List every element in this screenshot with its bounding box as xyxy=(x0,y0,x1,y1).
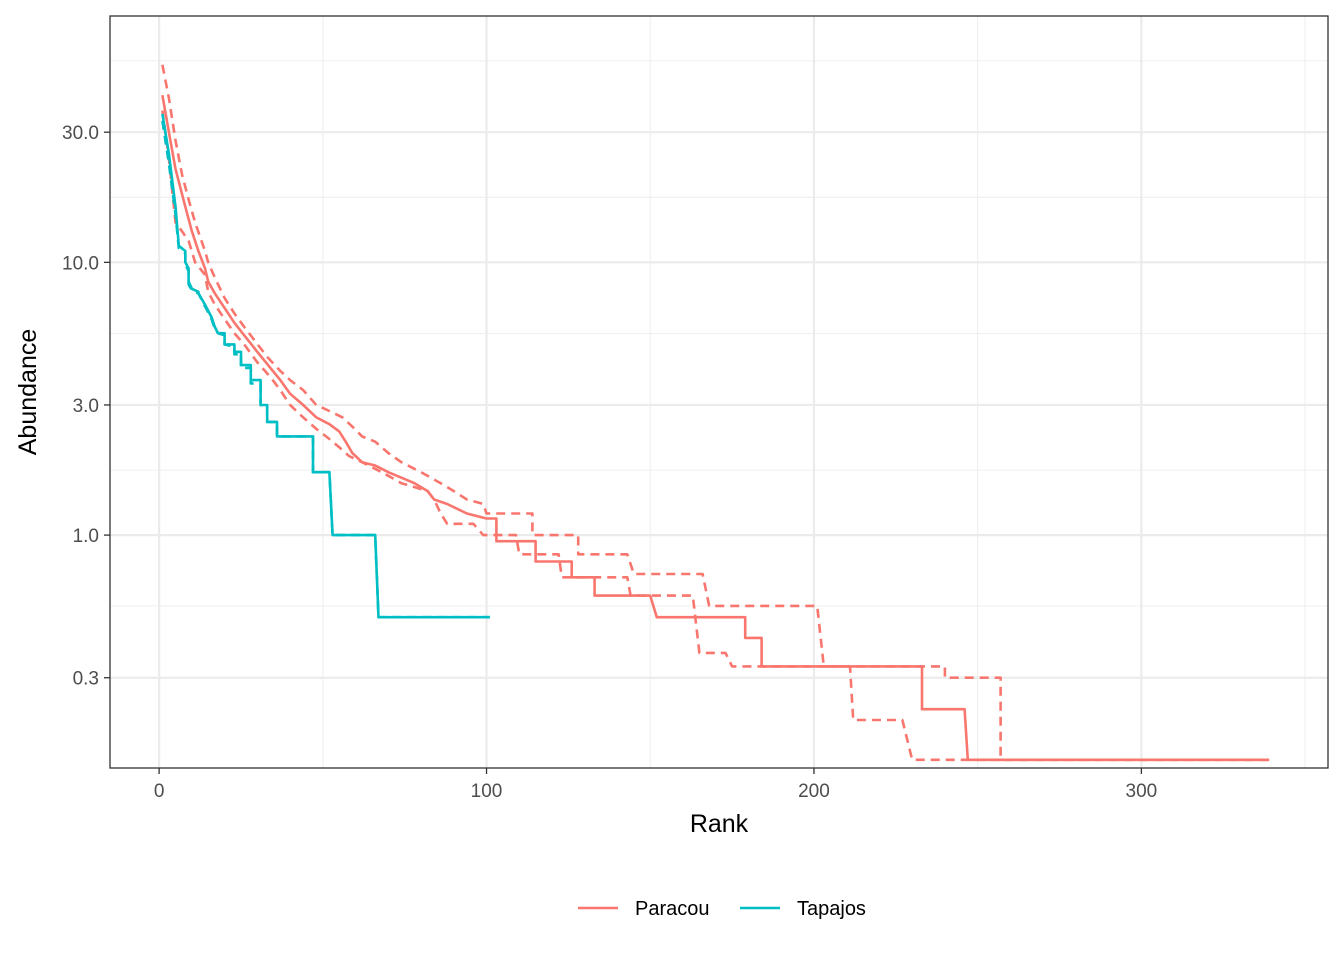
y-tick-label: 0.3 xyxy=(73,669,99,690)
y-tick-label: 3.0 xyxy=(73,396,99,417)
legend: Paracou Tapajos xyxy=(578,898,866,920)
legend-label-tapajos: Tapajos xyxy=(797,898,866,920)
series-line-paracou-dashed-2 xyxy=(161,110,1270,762)
y-tick-label: 1.0 xyxy=(73,526,99,547)
series-line-paracou-dashed-1 xyxy=(161,64,1270,762)
x-tick-label: 300 xyxy=(1126,781,1158,802)
x-axis: 0 100 200 300 xyxy=(154,768,1157,802)
x-tick-label: 0 xyxy=(154,781,165,802)
x-tick-label: 100 xyxy=(471,781,503,802)
y-tick-label: 30.0 xyxy=(62,123,99,144)
panel-border xyxy=(109,15,1329,769)
panel-background xyxy=(110,16,1328,768)
series-line-tapajos-dashed-4 xyxy=(161,120,490,619)
y-tick-label: 10.0 xyxy=(62,253,99,274)
series-line-paracou-solid-0 xyxy=(161,94,1270,762)
y-axis: 0.3 1.0 3.0 10.0 30.0 xyxy=(62,123,110,690)
x-axis-title: Rank xyxy=(690,810,749,838)
x-tick-label: 200 xyxy=(798,781,830,802)
major-gridlines xyxy=(110,16,1328,768)
y-axis-title: Abundance xyxy=(14,329,42,456)
legend-label-paracou: Paracou xyxy=(635,898,710,920)
series-lines xyxy=(161,64,1270,762)
